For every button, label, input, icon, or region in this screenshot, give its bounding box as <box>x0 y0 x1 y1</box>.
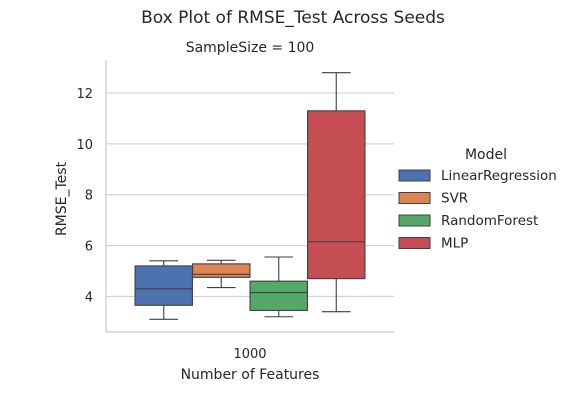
legend-swatch <box>398 169 431 182</box>
box-iqr <box>249 280 308 311</box>
box-linearregression <box>134 260 193 320</box>
y-tick-label: 12 <box>76 87 93 102</box>
x-tick-label: 1000 <box>233 347 266 362</box>
legend-item: MLP <box>398 236 468 252</box>
y-tick-label: 6 <box>85 240 93 255</box>
legend-label: RandomForest <box>441 213 538 229</box>
legend-item: SVR <box>398 191 468 207</box>
box-iqr <box>134 265 193 306</box>
legend-label: LinearRegression <box>441 168 557 184</box>
box-iqr <box>307 110 366 280</box>
chart-subtitle: SampleSize = 100 <box>186 40 315 56</box>
x-tick-labels: 1000 <box>233 347 266 362</box>
y-tick-labels: 4 6 8 10 12 <box>76 87 93 305</box>
legend-item: LinearRegression <box>398 168 557 184</box>
legend: Model LinearRegression SVR RandomForest MLP <box>398 147 557 252</box>
y-tick-label: 8 <box>85 189 93 204</box>
axes <box>105 60 394 333</box>
legend-swatch <box>398 237 431 249</box>
box-iqr <box>192 263 251 278</box>
legend-label: MLP <box>441 236 468 252</box>
box-svr <box>192 259 251 289</box>
legend-swatch <box>398 192 431 204</box>
legend-swatch <box>398 214 431 227</box>
legend-title: Model <box>465 147 507 163</box>
legend-item: RandomForest <box>398 213 538 229</box>
x-axis-label: Number of Features <box>181 367 320 383</box>
boxes <box>134 72 366 320</box>
chart-title: Box Plot of RMSE_Test Across Seeds <box>141 8 445 28</box>
legend-label: SVR <box>441 191 468 207</box>
box-randomforest <box>249 256 308 318</box>
y-axis-label: RMSE_Test <box>54 161 70 236</box>
y-tick-label: 10 <box>76 138 93 153</box>
box-mlp <box>307 72 366 313</box>
y-tick-label: 4 <box>85 290 93 305</box>
